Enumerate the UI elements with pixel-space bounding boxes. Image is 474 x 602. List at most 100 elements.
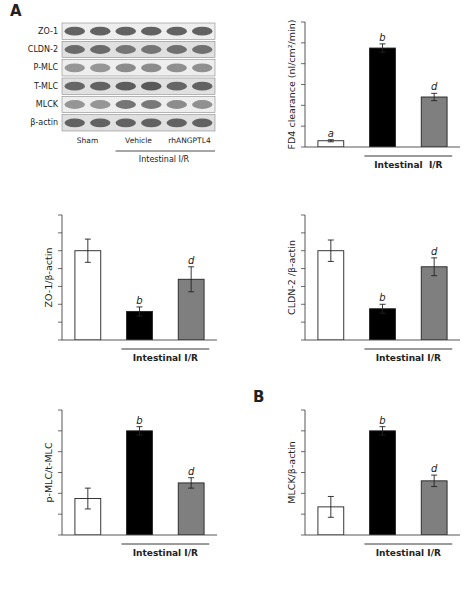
y-tick [58,304,62,305]
y-tick [301,215,305,216]
band [65,100,85,109]
band [116,45,136,54]
bracket [364,156,452,157]
x-label: Intestinal I/R [374,160,442,170]
error-cap [188,266,194,267]
error-cap [328,261,334,262]
error-cap [328,240,334,241]
error-line [87,239,88,262]
bar [421,97,447,147]
band [141,45,161,54]
row-label: ZO-1 [38,27,58,36]
sig-label: a [328,128,334,139]
panel-label: A [10,2,22,20]
error-bar [85,239,91,262]
bar-panel: bdZO-1/β-actinIntestinal I/R [43,215,217,363]
error-line [382,427,383,435]
bar [370,48,396,147]
error-line [330,240,331,261]
error-bar [380,427,386,435]
sig-label: d [188,466,195,477]
row-label: MLCK [36,100,59,109]
error-cap [137,426,143,427]
error-line [139,427,140,435]
group-label: rhANGPTL4 [168,136,211,145]
x-axis [305,147,460,148]
y-tick [301,472,305,473]
y-tick [58,472,62,473]
error-cap [431,93,437,94]
y-label: FD4 clearance (nl/cm²/min) [286,20,297,150]
band [192,100,212,109]
y-ticks [58,215,62,340]
y-tick [58,514,62,515]
error-line [191,267,192,292]
y-tick [301,22,305,23]
band [167,45,187,54]
y-tick [301,535,305,536]
band [65,118,85,127]
error-cap [85,239,91,240]
x-axis [62,340,217,341]
error-cap [431,100,437,101]
background [0,0,474,602]
band [141,82,161,91]
y-tick [301,322,305,323]
error-cap [188,488,194,489]
bracket [364,544,452,545]
error-cap [328,141,334,142]
bracket [116,151,215,152]
bar [370,309,396,340]
error-cap [328,139,334,140]
x-label: Intestinal I/R [376,548,441,558]
y-tick [301,42,305,43]
y-ticks [58,410,62,535]
error-line [330,496,331,517]
band [65,82,85,91]
error-cap [85,488,91,489]
x-axis [305,535,460,536]
figure: AZO-1CLDN-2P-MLCT-MLCMLCKβ-actinShamVehi… [0,0,474,602]
band [167,27,187,36]
y-ticks [301,215,305,340]
marks [75,427,204,535]
row-label: P-MLC [34,63,59,72]
error-bar [188,478,194,488]
band [116,27,136,36]
band [141,27,161,36]
x-axis [305,340,460,341]
blot-row [62,115,215,131]
band [116,63,136,72]
band [192,118,212,127]
x-label: Intestinal I/R [376,353,441,363]
sig-label: d [431,246,438,257]
y-tick [58,430,62,431]
error-bar [431,475,437,486]
y-tick [301,340,305,341]
blot-row [62,96,215,112]
error-cap [85,508,91,509]
error-cap [137,435,143,436]
marks [75,239,204,340]
bar [421,481,447,535]
error-cap [188,477,194,478]
error-cap [380,304,386,305]
bracket [121,349,209,350]
y-tick [58,493,62,494]
bracket [121,544,209,545]
bar [370,431,396,535]
y-tick [58,410,62,411]
blot-panel: AZO-1CLDN-2P-MLCT-MLCMLCKβ-actinShamVehi… [10,2,215,164]
y-tick [58,322,62,323]
panel-label: B [253,388,264,406]
x-axis [62,535,217,536]
blot-row [62,23,215,39]
blot-row [62,78,215,94]
error-bar [431,93,437,100]
y-label: MLCK/β-actin [286,441,297,503]
error-bar [380,304,386,313]
row-label: β-actin [30,118,58,127]
y-tick [301,304,305,305]
error-line [434,93,435,100]
row-label: CLDN-2 [28,45,58,54]
